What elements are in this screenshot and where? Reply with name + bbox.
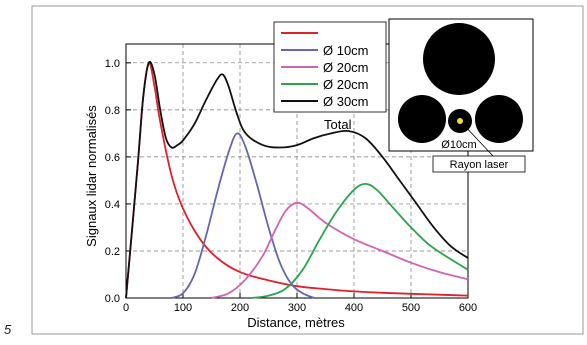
axis-ticks: 0 100 200 300 400 500 600 0.0 0.2 0.4 0.6 0.8 1.0 — [105, 58, 477, 314]
inset-diagram: Ø10cm Rayon laser — [388, 18, 534, 173]
x-tick-label: 100 — [174, 302, 192, 314]
legend-label: Ø 10cm — [323, 43, 369, 58]
x-tick-label: 0 — [123, 302, 129, 314]
legend-label: Ø 30cm — [323, 94, 369, 109]
series-line-4 — [251, 182, 469, 299]
series-line-2 — [171, 132, 315, 299]
y-tick-label: 0.4 — [105, 199, 120, 211]
laser-spot — [457, 118, 463, 124]
large-fibre-circle — [423, 23, 495, 95]
y-tick-label: 0.2 — [105, 246, 120, 258]
total-annotation: Total — [324, 117, 352, 132]
right-fibre-circle — [475, 95, 523, 143]
y-axis-label: Signaux lidar normalisés — [84, 105, 99, 247]
laser-label: Rayon laser — [450, 159, 509, 171]
y-tick-label: 0.8 — [105, 105, 120, 117]
legend-label: Ø 20cm — [323, 60, 369, 75]
x-tick-label: 200 — [231, 302, 249, 314]
x-tick-label: 400 — [345, 302, 363, 314]
x-tick-label: 300 — [288, 302, 306, 314]
y-tick-label: 0.0 — [105, 293, 120, 305]
legend: Ø 10cm Ø 20cm Ø 20cm Ø 30cm — [273, 21, 387, 113]
laser-pointer-line — [462, 123, 494, 157]
laser-label-box — [432, 155, 526, 173]
y-tick-label: 0.6 — [105, 152, 120, 164]
y-tick-label: 1.0 — [105, 58, 120, 70]
series-layer — [125, 60, 469, 299]
small-circle-label: Ø10cm — [441, 139, 476, 151]
series-line-3 — [211, 201, 469, 299]
left-fibre-circle — [398, 95, 446, 143]
x-axis-label: Distance, mètres — [247, 315, 345, 330]
x-tick-label: 600 — [459, 302, 477, 314]
series-line-5 — [125, 60, 469, 299]
legend-label: Ø 20cm — [323, 77, 369, 92]
x-tick-label: 500 — [402, 302, 420, 314]
page-number: 5 — [4, 322, 12, 337]
